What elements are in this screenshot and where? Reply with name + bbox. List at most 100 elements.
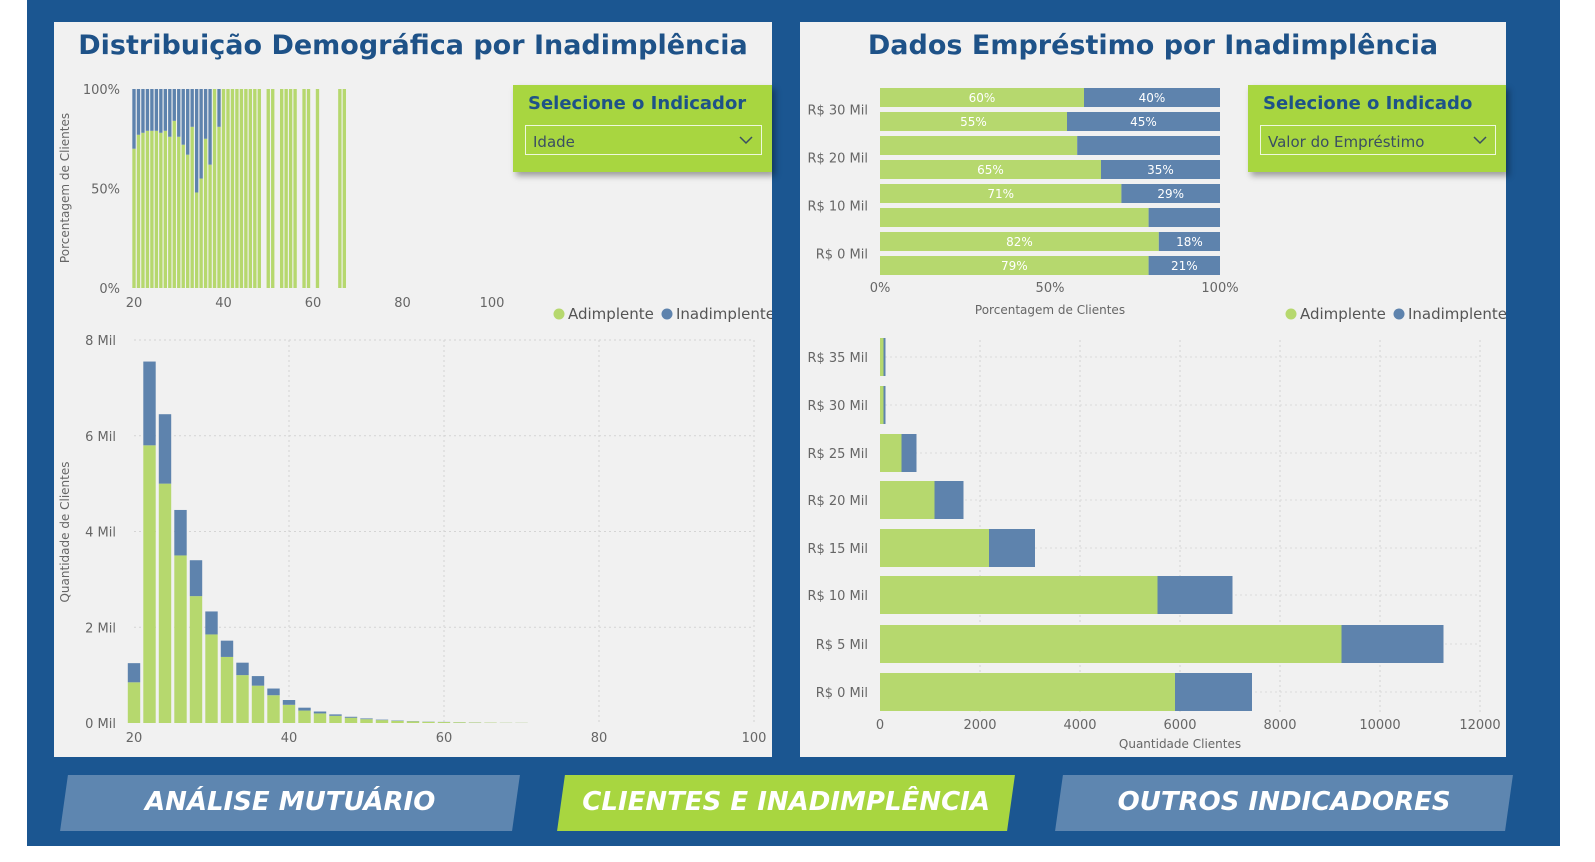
age-count-bar-adimplente xyxy=(251,685,265,723)
y-tick-label: R$ 20 Mil xyxy=(807,494,868,509)
x-tick-label: 50% xyxy=(1036,281,1065,296)
x-tick-label: 10000 xyxy=(1359,718,1400,733)
y-tick-label: R$ 15 Mil xyxy=(807,542,868,557)
nav-outros-indicadores-button[interactable]: OUTROS INDICADORES xyxy=(1055,775,1513,831)
age-count-bar-inadimplente xyxy=(189,560,203,597)
legend-marker xyxy=(1393,308,1405,320)
x-tick-label: 12000 xyxy=(1459,718,1500,733)
y-tick-label: 2 Mil xyxy=(85,621,116,636)
age-count-bar-adimplente xyxy=(437,722,451,723)
x-tick-label: 0 xyxy=(876,718,884,733)
loan-panel: Dados Empréstimo por Inadimplência 60% 40… xyxy=(800,22,1506,757)
loan-pct-bar-inadimplente xyxy=(1158,232,1220,251)
age-count-bar-adimplente xyxy=(313,713,327,723)
data-label: 82% xyxy=(1006,235,1033,249)
age-count-bar-inadimplente xyxy=(174,509,187,556)
data-label: 21% xyxy=(1171,259,1198,273)
legend-marker xyxy=(553,308,565,320)
age-pct-bar-adimplente xyxy=(279,89,284,288)
age-pct-bar-adimplente xyxy=(194,192,199,288)
y-axis-label: Porcentagem de Clientes xyxy=(58,113,72,263)
y-tick-label: R$ 0 Mil xyxy=(816,248,868,263)
age-count-bar-inadimplente xyxy=(251,676,265,686)
indicator-slicer-right[interactable]: Selecione o Indicado Valor do Empréstimo xyxy=(1248,85,1506,172)
age-pct-bar-adimplente xyxy=(132,148,136,288)
nav-clientes-inadimplencia-button[interactable]: CLIENTES E INADIMPLÊNCIA xyxy=(557,775,1015,831)
loan-count-bar-inadimplente xyxy=(1341,625,1444,663)
x-tick-label: 100 xyxy=(742,731,767,746)
x-tick-label: 80 xyxy=(591,731,608,746)
legend-label: Inadimplente xyxy=(676,305,772,323)
age-pct-bar-adimplente xyxy=(230,89,235,288)
age-pct-bar-inadimplente xyxy=(150,89,154,131)
age-pct-bar-adimplente xyxy=(288,89,293,288)
loan-count-bar-adimplente xyxy=(880,625,1342,663)
age-count-bar-inadimplente xyxy=(143,361,156,446)
loan-pct-bar-adimplente xyxy=(880,232,1159,251)
chevron-down-icon xyxy=(1473,136,1487,145)
x-axis-label: Quantidade Clientes xyxy=(1119,737,1241,751)
age-pct-bar-adimplente xyxy=(154,130,159,288)
age-pct-bar-adimplente xyxy=(342,89,347,288)
indicator-slicer-left[interactable]: Selecione o Indicador Idade xyxy=(513,85,772,172)
loan-charts: 60% 40% 55% 45% 65% 35% 71% 29% 82% 18% 79% 21% R$ 3… xyxy=(807,88,1506,751)
age-count-bar-inadimplente xyxy=(329,714,342,716)
x-tick-label: 8000 xyxy=(1263,718,1296,733)
loan-pct-bar-adimplente xyxy=(880,112,1067,131)
legend-marker xyxy=(661,308,673,320)
age-count-bar-adimplente xyxy=(344,717,358,723)
age-pct-bar-adimplente xyxy=(248,89,253,288)
age-count-bar-adimplente xyxy=(267,695,280,723)
age-pct-bar-inadimplente xyxy=(199,89,203,179)
loan-count-bar-inadimplente xyxy=(883,338,886,376)
age-count-bar-adimplente xyxy=(298,710,311,723)
age-pct-bar-adimplente xyxy=(284,89,288,288)
age-pct-bar-adimplente xyxy=(136,134,141,288)
x-tick-label: 40 xyxy=(215,296,232,311)
loan-count-bar-adimplente xyxy=(880,529,989,567)
age-count-bar-adimplente xyxy=(422,721,435,723)
loan-pct-bar-inadimplente xyxy=(1067,112,1220,131)
loan-count-bar-inadimplente xyxy=(1175,673,1252,711)
x-tick-label: 2000 xyxy=(963,718,996,733)
age-pct-bar-adimplente xyxy=(203,138,208,288)
y-tick-label: R$ 5 Mil xyxy=(816,638,868,653)
age-count-bar-adimplente xyxy=(205,634,218,723)
age-pct-bar-adimplente xyxy=(293,89,297,288)
age-pct-bar-adimplente xyxy=(221,89,226,288)
loan-count-bar-adimplente xyxy=(880,386,884,424)
loan-count-bar-inadimplente xyxy=(883,386,886,424)
x-axis-label: Porcentagem de Clientes xyxy=(975,303,1125,317)
x-tick-label: 100% xyxy=(1201,281,1238,296)
y-tick-label: R$ 35 Mil xyxy=(807,351,868,366)
age-pct-bar-adimplente xyxy=(141,132,145,288)
age-pct-bar-adimplente xyxy=(338,89,342,288)
data-label: 40% xyxy=(1139,91,1166,105)
indicator-dropdown[interactable]: Valor do Empréstimo xyxy=(1260,125,1496,155)
age-pct-bar-inadimplente xyxy=(163,89,168,131)
data-label: 60% xyxy=(969,91,996,105)
age-pct-bar-inadimplente xyxy=(208,89,212,165)
loan-pct-bar-inadimplente xyxy=(1121,184,1220,203)
indicator-dropdown[interactable]: Idade xyxy=(525,125,762,155)
loan-count-bar-adimplente xyxy=(880,434,902,472)
y-tick-label: R$ 20 Mil xyxy=(807,152,868,167)
age-pct-bar-adimplente xyxy=(159,132,163,288)
age-pct-bar-adimplente xyxy=(244,89,248,288)
nav-analise-mutuario-button[interactable]: ANÁLISE MUTUÁRIO xyxy=(60,775,520,831)
age-count-bar-adimplente xyxy=(360,719,373,723)
y-tick-label: R$ 10 Mil xyxy=(807,200,868,215)
age-pct-bar-inadimplente xyxy=(168,89,172,137)
x-tick-label: 40 xyxy=(281,731,298,746)
y-tick-label: 6 Mil xyxy=(85,430,116,445)
data-label: 55% xyxy=(960,115,987,129)
y-tick-label: R$ 30 Mil xyxy=(807,104,868,119)
x-tick-label: 60 xyxy=(305,296,322,311)
data-label: 71% xyxy=(987,187,1014,201)
age-pct-bar-inadimplente xyxy=(190,89,194,127)
age-pct-bar-inadimplente xyxy=(217,89,221,127)
data-label: 45% xyxy=(1130,115,1157,129)
age-count-bar-adimplente xyxy=(453,722,466,723)
age-pct-bar-adimplente xyxy=(226,89,230,288)
legend-label: Inadimplente xyxy=(1408,305,1506,323)
